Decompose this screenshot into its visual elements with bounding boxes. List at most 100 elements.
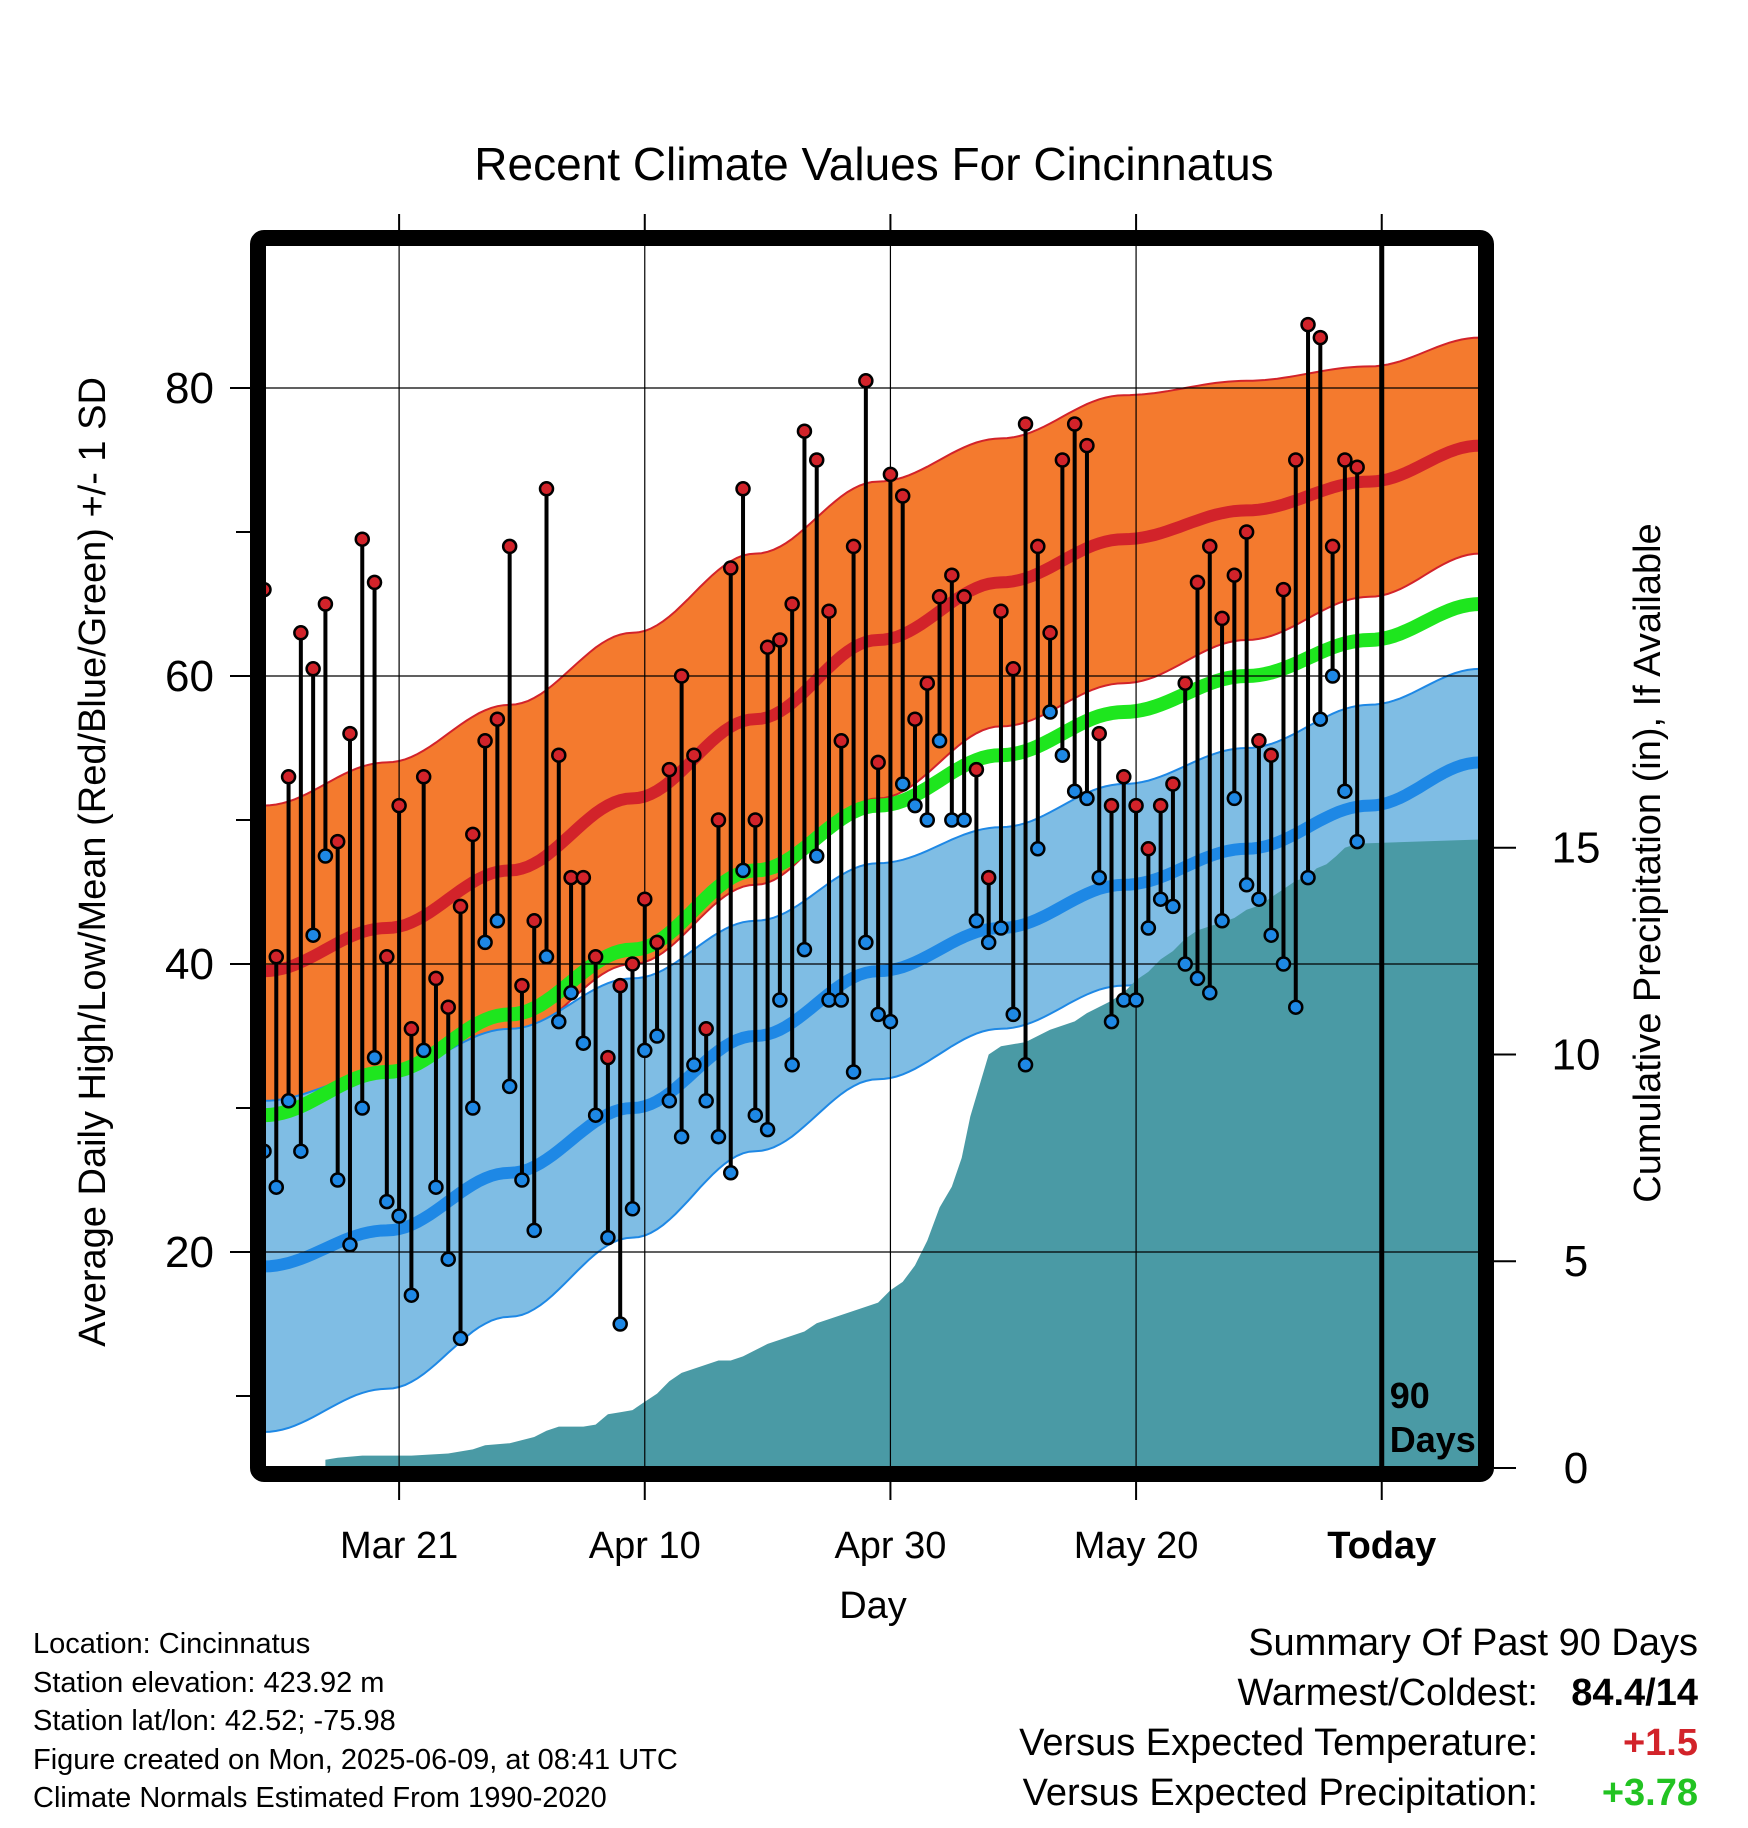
- daily-high-point: [759, 639, 776, 655]
- daily-low-point: [440, 1251, 456, 1267]
- daily-low-point: [1226, 790, 1243, 807]
- daily-high-point: [1226, 567, 1243, 583]
- daily-low-point: [956, 812, 972, 828]
- daily-high-point: [391, 797, 407, 814]
- daily-low-point: [698, 1093, 714, 1109]
- daily-high-point: [1202, 538, 1218, 555]
- daily-low-point: [551, 1013, 567, 1030]
- info-created: Figure created on Mon, 2025-06-09, at 08…: [33, 1743, 678, 1776]
- y2-tick-label: 0: [1564, 1444, 1588, 1493]
- daily-high-point: [1300, 316, 1316, 333]
- daily-high-point: [882, 466, 899, 483]
- daily-high-point: [415, 769, 432, 785]
- daily-low-point: [293, 1143, 309, 1159]
- daily-high-point: [1103, 797, 1120, 814]
- daily-high-point: [538, 481, 555, 497]
- normal-low-line: [263, 756, 1481, 1273]
- daily-low-point: [808, 848, 825, 864]
- summary-panel: Summary Of Past 90 Days Warmest/Coldest:…: [1019, 1618, 1698, 1818]
- daily-low-point: [1312, 711, 1329, 727]
- daily-low-point: [428, 1179, 444, 1195]
- daily-high-point: [293, 625, 309, 641]
- daily-low-point: [1189, 970, 1206, 987]
- grid-lines: [264, 244, 1480, 1468]
- y-tick-label: 20: [165, 1228, 214, 1277]
- daily-high-point: [1152, 797, 1169, 814]
- daily-high-point: [735, 481, 751, 497]
- info-elevation: Station elevation: 423.92 m: [33, 1666, 385, 1699]
- info-normals: Climate Normals Estimated From 1990-2020: [33, 1782, 607, 1814]
- daily-low-point: [931, 733, 948, 749]
- daily-low-point: [526, 1222, 542, 1239]
- daily-high-point: [477, 733, 493, 749]
- daily-observations: [256, 316, 1365, 1347]
- daily-low-point: [342, 1237, 358, 1253]
- daily-high-point: [1214, 610, 1230, 627]
- daily-low-point: [1165, 898, 1181, 915]
- y-tick-label: 80: [165, 364, 214, 413]
- daily-high-point: [796, 423, 813, 439]
- daily-high-point: [1042, 625, 1058, 641]
- daily-high-point: [993, 603, 1009, 619]
- normal-high-line: [263, 439, 1481, 978]
- y2-tick-label: 5: [1564, 1237, 1588, 1286]
- daily-high-point: [600, 1049, 616, 1066]
- info-location: Location: Cincinnatus: [33, 1628, 311, 1660]
- daily-low-point: [1202, 985, 1218, 1001]
- daily-high-point: [1030, 538, 1046, 555]
- daily-high-point: [612, 977, 628, 994]
- x-tick-label: Today: [1327, 1525, 1436, 1567]
- daily-low-point: [1275, 956, 1292, 972]
- daily-low-point: [329, 1172, 346, 1188]
- daily-high-point: [551, 747, 567, 763]
- y2-tick-label: 15: [1552, 824, 1601, 873]
- daily-low-point: [759, 1121, 776, 1138]
- daily-low-point: [1337, 783, 1353, 799]
- daily-high-point: [1349, 459, 1365, 475]
- daily-high-point: [1054, 452, 1071, 468]
- daily-high-point: [1337, 452, 1353, 468]
- daily-high-point: [342, 725, 358, 742]
- warm-cold-value: 84.4/14: [1571, 1672, 1698, 1714]
- daily-high-point: [452, 898, 469, 915]
- daily-low-point: [514, 1172, 530, 1188]
- daily-low-point: [710, 1129, 727, 1145]
- x-tick-label: Mar 21: [340, 1525, 458, 1567]
- today-days-word: Days: [1390, 1419, 1476, 1460]
- daily-high-point: [329, 833, 346, 850]
- daily-low-point: [747, 1107, 764, 1123]
- daily-high-point: [465, 826, 481, 843]
- daily-low-point: [649, 1028, 665, 1044]
- daily-low-point: [1140, 920, 1157, 936]
- daily-low-point: [1066, 783, 1083, 799]
- daily-high-point: [821, 603, 837, 619]
- daily-low-point: [784, 1057, 800, 1073]
- precipitation-area: [325, 839, 1480, 1468]
- daily-high-point: [354, 531, 371, 547]
- daily-high-point: [808, 452, 825, 468]
- daily-low-point: [1152, 891, 1169, 907]
- daily-low-point: [1214, 913, 1230, 929]
- daily-low-point: [1005, 1006, 1022, 1023]
- daily-high-point: [649, 934, 665, 951]
- daily-low-point: [845, 1064, 862, 1080]
- daily-low-point: [833, 992, 850, 1008]
- daily-high-point: [1128, 797, 1144, 814]
- daily-high-point: [379, 949, 395, 965]
- daily-low-point: [993, 920, 1009, 936]
- daily-low-point: [968, 913, 985, 929]
- daily-high-point: [501, 538, 518, 555]
- daily-low-point: [980, 934, 997, 951]
- daily-high-point: [1251, 733, 1267, 749]
- daily-low-point: [379, 1193, 395, 1210]
- daily-high-point: [698, 1021, 714, 1037]
- daily-low-point: [1251, 891, 1267, 907]
- daily-low-point: [1030, 841, 1046, 857]
- daily-low-point: [587, 1107, 604, 1123]
- daily-high-point: [722, 560, 739, 576]
- daily-high-point: [440, 999, 456, 1015]
- daily-low-point: [391, 1208, 407, 1224]
- daily-high-point: [280, 769, 297, 785]
- daily-low-point: [1042, 704, 1058, 720]
- daily-high-point: [268, 949, 285, 965]
